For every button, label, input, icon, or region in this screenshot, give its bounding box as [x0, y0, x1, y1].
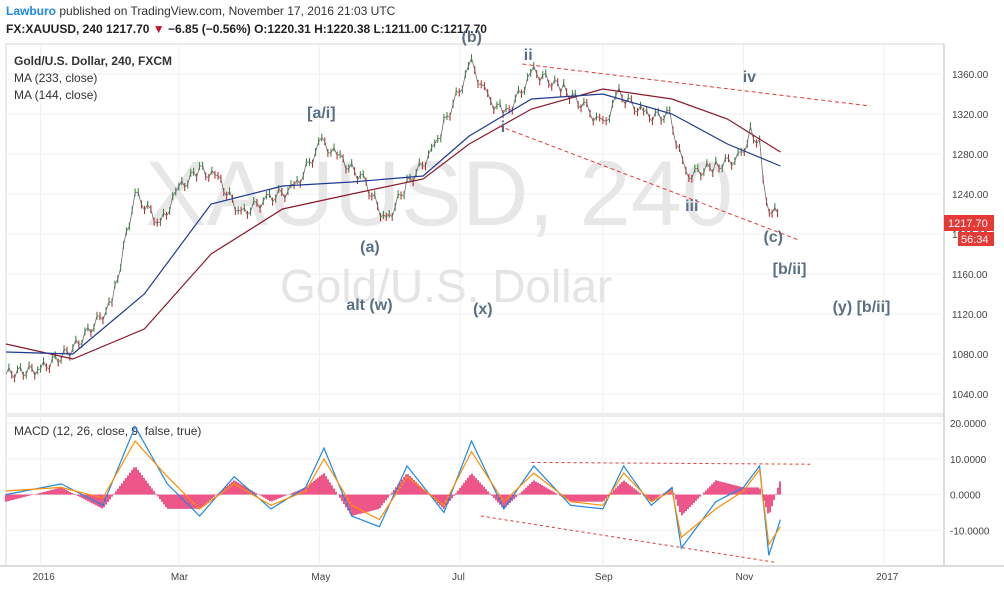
- signal-line: [5, 439, 781, 547]
- wave-label: i: [501, 119, 505, 136]
- last-price-tag-text: 1217.70: [948, 218, 988, 230]
- upper-trendline: [522, 63, 871, 107]
- time-tick-label: Sep: [595, 572, 613, 583]
- symbol-label: FX:XAUUSD, 240: [6, 22, 103, 36]
- macd-tick-label: 20.0000: [950, 419, 987, 430]
- symbol-line: FX:XAUUSD, 240 1217.70 ▼ −6.85 (−0.56%) …: [6, 22, 487, 36]
- price-tick-label: 1080.00: [952, 350, 989, 361]
- time-tick-label: Nov: [735, 572, 753, 583]
- price-line: [5, 56, 778, 380]
- time-tick-label: Jul: [452, 572, 465, 583]
- price-tick-label: 1360.00: [952, 70, 989, 81]
- macd-lower-trendline: [480, 515, 776, 563]
- price-tick-label: 1160.00: [952, 270, 988, 281]
- wave-label: (c): [763, 229, 783, 246]
- macd-line: [5, 425, 781, 556]
- price-tick-label: 1320.00: [952, 110, 989, 121]
- macd-legend[interactable]: MACD (12, 26, close, 9, false, true): [14, 424, 201, 438]
- lower-trendline: [499, 125, 799, 241]
- macd-tick-label: -10.0000: [950, 526, 990, 537]
- time-tick-label: May: [311, 572, 330, 583]
- ma233-legend[interactable]: MA (233, close): [14, 71, 97, 85]
- price-tick-label: 1120.00: [952, 310, 988, 321]
- wave-label: [b/ii]: [773, 261, 807, 278]
- wave-label: alt (w): [346, 297, 392, 314]
- wave-label: (y) [b/ii]: [833, 299, 891, 316]
- series-layer: [5, 54, 871, 563]
- macd-tick-label: 10.0000: [950, 455, 987, 466]
- ohlc-values: O:1220.31 H:1220.38 L:1211.00 C:1217.70: [254, 22, 487, 36]
- time-tick-label: 2017: [876, 572, 899, 583]
- last-price-tag: [944, 215, 994, 231]
- wave-label: iv: [743, 69, 756, 86]
- price-tick-label: 1240.00: [952, 190, 989, 201]
- watermark-symbol: XAUUSD, 240: [145, 143, 733, 245]
- time-tick-label: Mar: [171, 572, 189, 583]
- macd-upper-trendline: [531, 461, 811, 465]
- ma144-line: [5, 93, 781, 355]
- ma233-line: [5, 88, 781, 360]
- time-tick-label: 2016: [33, 572, 56, 583]
- countdown-tag-text: 56:34: [961, 234, 989, 246]
- annotations: (b) ii [a/i] i iv iii (a) (c) [b/ii] alt (w) (x) (y…: [307, 29, 890, 318]
- wave-label: (a): [360, 239, 380, 256]
- countdown-tag: [958, 232, 994, 246]
- price-tick-label: 1280.00: [952, 150, 989, 161]
- price-change: −6.85 (−0.56%): [168, 22, 251, 36]
- price-tick-label: 1040.00: [952, 390, 989, 401]
- wave-label: [a/i]: [307, 105, 335, 122]
- wave-label: (x): [473, 301, 493, 318]
- wave-label: ii: [524, 47, 533, 64]
- chart-title: Gold/U.S. Dollar, 240, FXCM: [14, 54, 172, 68]
- published-text: published on TradingView.com, November 1…: [59, 4, 396, 18]
- chart-header: Lawburo published on TradingView.com, No…: [0, 0, 1004, 42]
- macd-tick-label: 0.0000: [950, 491, 981, 502]
- down-arrow-icon: ▼: [152, 22, 165, 36]
- wave-label: iii: [685, 198, 698, 215]
- wave-label: (b): [462, 29, 482, 46]
- watermark-name: Gold/U.S. Dollar: [280, 260, 612, 312]
- publish-line: Lawburo published on TradingView.com, No…: [6, 4, 395, 18]
- ma144-legend[interactable]: MA (144, close): [14, 88, 97, 102]
- author-name[interactable]: Lawburo: [6, 4, 56, 18]
- last-price: 1217.70: [106, 22, 150, 36]
